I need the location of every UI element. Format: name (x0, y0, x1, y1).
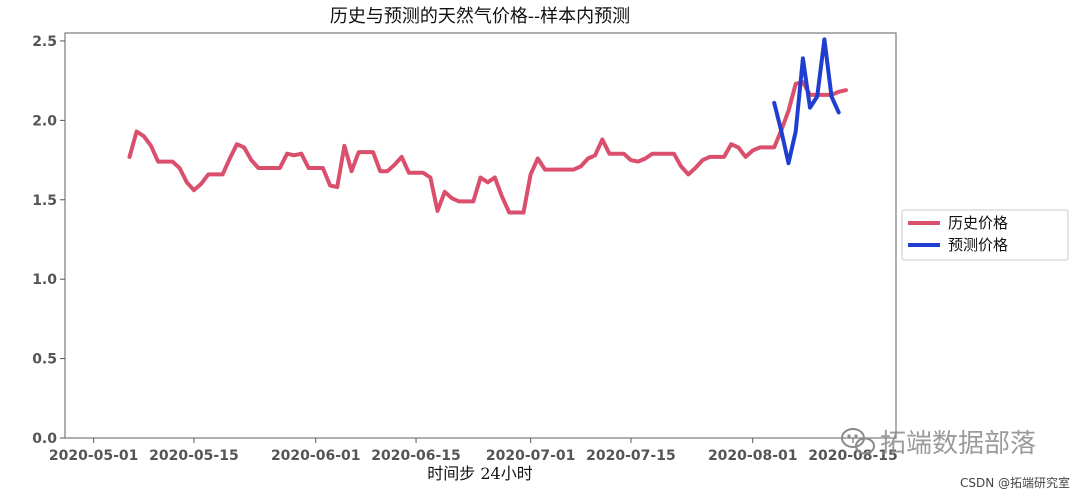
watermark-text: 拓端数据部落 (880, 429, 1036, 459)
legend-label-forecast: 预测价格 (948, 236, 1008, 254)
x-axis: 2020-05-01 2020-05-15 2020-06-01 2020-06-15… (49, 438, 898, 464)
wechat-icon (841, 428, 875, 455)
y-tick-label: 1.0 (32, 272, 57, 288)
x-tick-label: 2020-06-01 (271, 448, 361, 464)
x-tick-label: 2020-07-15 (586, 448, 676, 464)
x-tick-label: 2020-08-15 (808, 448, 898, 464)
plot-area-frame (64, 32, 897, 439)
y-axis: 0.0 0.5 1.0 1.5 2.0 2.5 (32, 34, 65, 447)
series-layer (127, 37, 848, 215)
legend-box (901, 209, 1069, 261)
watermark: 拓端数据部落 (841, 428, 1036, 459)
y-tick-label: 2.0 (32, 113, 57, 129)
y-tick-label: 0.5 (32, 352, 57, 368)
x-tick-label: 2020-07-01 (486, 448, 576, 464)
y-tick-label: 2.5 (32, 34, 57, 50)
x-axis-label: 时间步 24小时 (427, 464, 532, 483)
y-tick-label: 1.5 (32, 193, 57, 209)
x-tick-label: 2020-06-15 (371, 448, 461, 464)
x-tick-label: 2020-05-01 (49, 448, 139, 464)
credit-text: CSDN @拓端研究室 (960, 475, 1070, 490)
forecast-price-line (772, 37, 841, 166)
x-tick-label: 2020-05-15 (149, 448, 239, 464)
chart-title: 历史与预测的天然气价格--样本内预测 (330, 6, 630, 27)
legend-label-historical: 历史价格 (948, 214, 1008, 232)
historical-price-line (127, 80, 848, 215)
x-tick-label: 2020-08-01 (708, 448, 798, 464)
y-tick-label: 0.0 (32, 431, 57, 447)
legend: 历史价格 预测价格 (901, 209, 1069, 261)
